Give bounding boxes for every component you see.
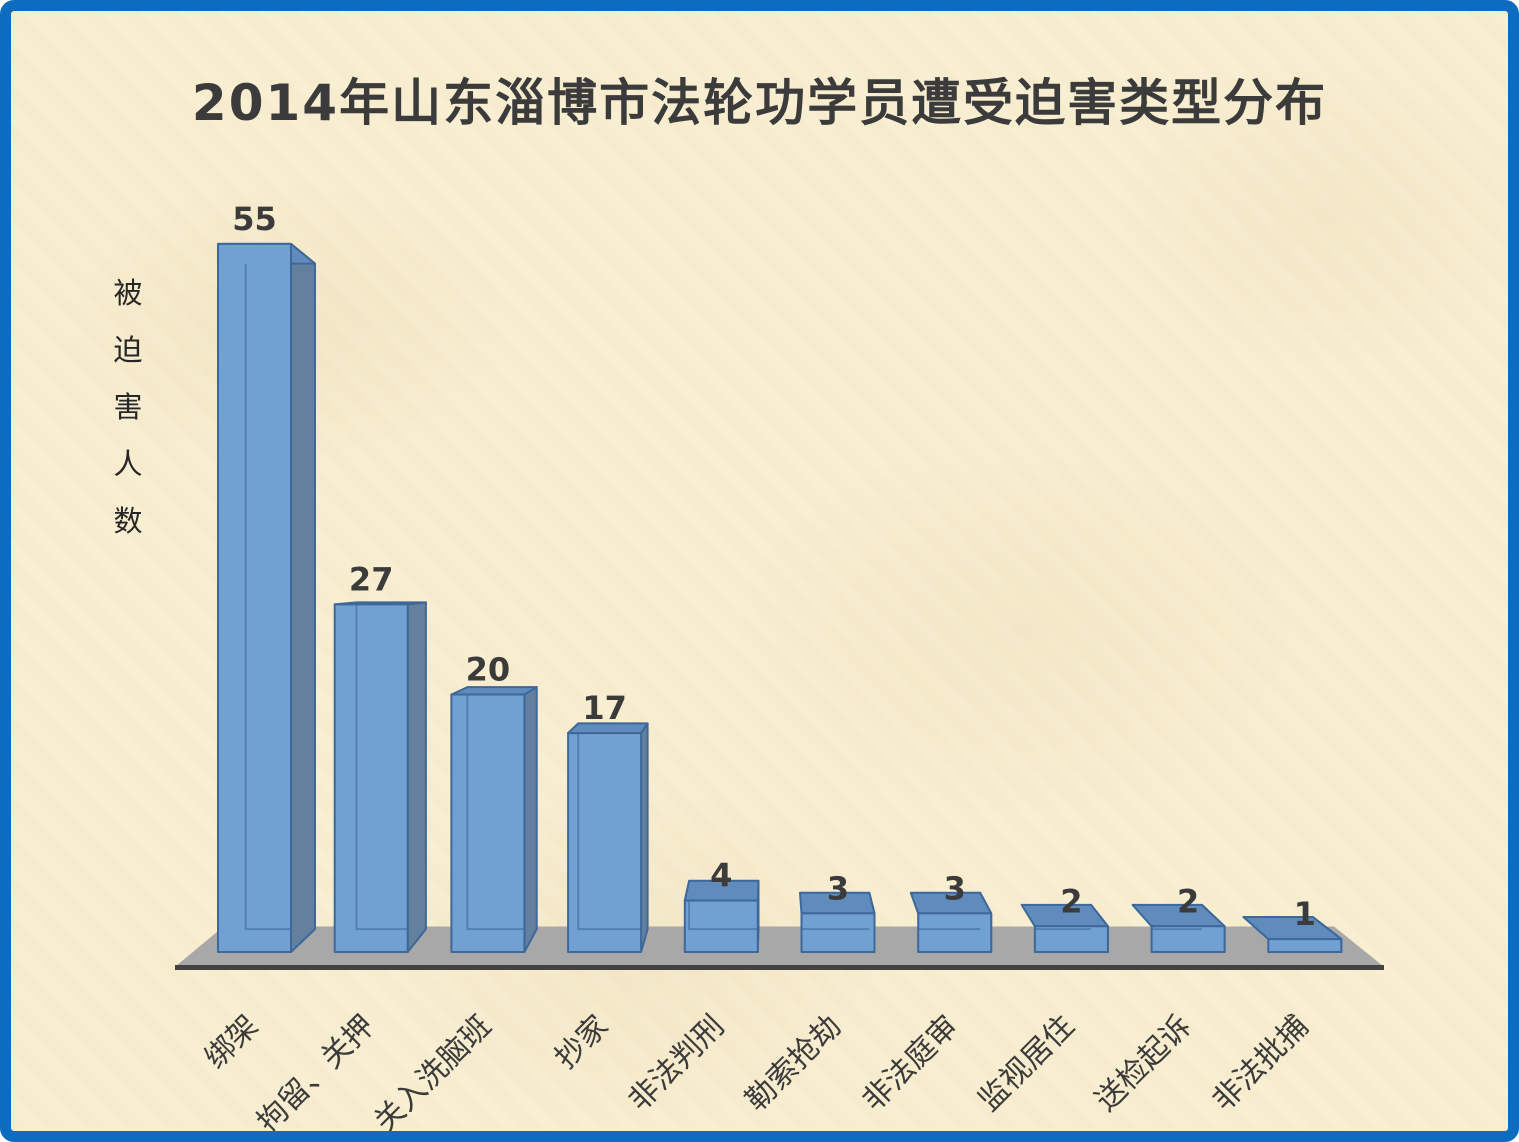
bar-inner-edge [1034, 926, 1092, 931]
bar-value-label-2: 20 [466, 651, 511, 689]
bar-value-label-9: 1 [1294, 895, 1316, 933]
bar-column-0 [217, 242, 316, 953]
bar-chart-canvas: 55 27 20 17 4 3 3 2 2 1 [175, 200, 1384, 970]
bar-value-label-5: 3 [827, 869, 849, 907]
bar-column-2 [450, 686, 538, 953]
bar-column-8 [1131, 903, 1226, 953]
y-axis-title-char: 迫 [113, 333, 143, 367]
y-axis-title-char: 被 [113, 276, 143, 310]
bar-inner-edge [577, 733, 642, 931]
y-axis-title: 被迫害人数 [107, 265, 149, 550]
bar-inner-edge [688, 900, 758, 931]
bar-value-label-6: 3 [944, 869, 966, 907]
bar-column-5 [799, 891, 876, 953]
bar-inner-edge [244, 263, 291, 931]
bar-value-label-4: 4 [710, 857, 732, 895]
bar-value-label-3: 17 [582, 689, 627, 727]
bar-column-1 [333, 601, 427, 953]
bar-value-label-1: 27 [349, 560, 394, 598]
bar-inner-edge [918, 913, 981, 931]
bar-value-label-8: 2 [1177, 882, 1199, 920]
y-axis-title-char: 人 [113, 447, 143, 481]
bar-value-label-0: 55 [232, 200, 277, 238]
y-axis-title-char: 数 [113, 504, 143, 538]
bar-inner-edge [466, 694, 525, 931]
bar-inner-edge [355, 604, 408, 931]
bar-column-3 [567, 722, 649, 953]
bar-column-7 [1020, 903, 1109, 953]
y-axis-title-char: 害 [113, 390, 143, 424]
bar-value-label-7: 2 [1060, 882, 1082, 920]
bar-inner-edge [801, 913, 870, 931]
bar-column-9 [1242, 916, 1343, 953]
bar-column-4 [683, 879, 760, 953]
bar-column-6 [909, 891, 993, 953]
bar-inner-edge [1151, 926, 1202, 931]
chart-title: 2014年山东淄博市法轮功学员遭受迫害类型分布 [191, 74, 1328, 132]
